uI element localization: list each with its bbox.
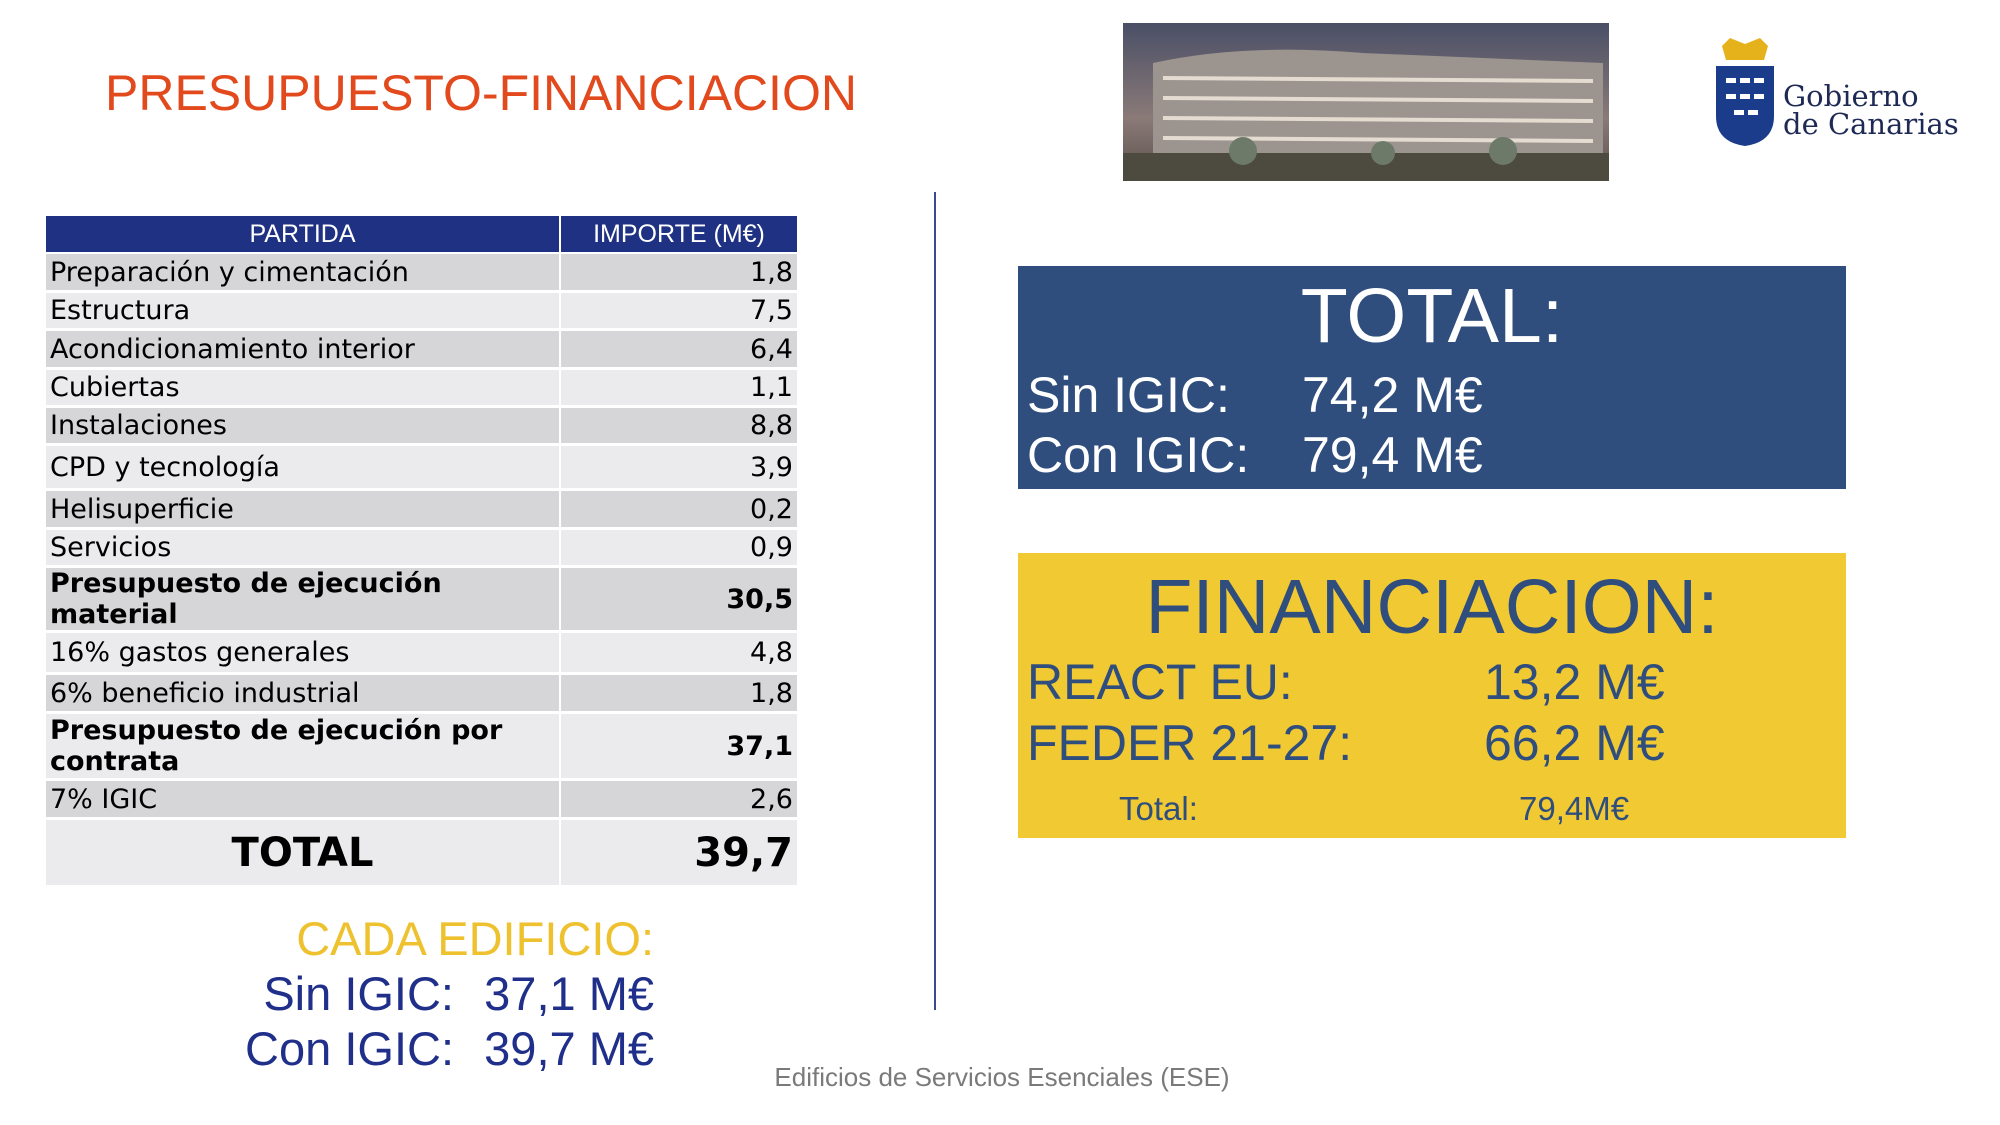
fin-total-label: Total: bbox=[1119, 790, 1198, 827]
total-sin-value: 74,2 M€ bbox=[1302, 367, 1483, 423]
row-label: Cubiertas bbox=[46, 370, 559, 405]
total-con-value: 79,4 M€ bbox=[1302, 427, 1483, 483]
total-con-label: Con IGIC: bbox=[1027, 427, 1250, 483]
row-value: 30,5 bbox=[561, 568, 797, 630]
cada-sin-value: 37,1 M€ bbox=[484, 967, 654, 1020]
row-label: Presupuesto de ejecución material bbox=[46, 568, 559, 630]
header-cell: IMPORTE (M€) bbox=[561, 216, 797, 252]
cada-title: CADA EDIFICIO: bbox=[296, 912, 654, 965]
cada-con-label: Con IGIC: bbox=[245, 1022, 454, 1075]
cada-sin-label: Sin IGIC: bbox=[263, 967, 454, 1020]
row-label: CPD y tecnología bbox=[46, 446, 559, 488]
row-value: 1,8 bbox=[561, 254, 797, 290]
feder-value: 66,2 M€ bbox=[1484, 715, 1665, 771]
cada-con-value: 39,7 M€ bbox=[484, 1022, 654, 1075]
row-value: 4,8 bbox=[561, 633, 797, 672]
row-value: 1,1 bbox=[561, 370, 797, 405]
total-box: TOTAL: Sin IGIC: 74,2 M€ Con IGIC: 79,4 … bbox=[1018, 266, 1846, 489]
fin-total-value: 79,4M€ bbox=[1519, 790, 1630, 827]
row-label: Acondicionamiento interior bbox=[46, 331, 559, 367]
row-value: 39,7 bbox=[561, 820, 797, 885]
row-value: 37,1 bbox=[561, 714, 797, 778]
total-sin-label: Sin IGIC: bbox=[1027, 367, 1230, 423]
react-value: 13,2 M€ bbox=[1484, 654, 1665, 710]
row-label: Presupuesto de ejecución por contrata bbox=[46, 714, 559, 778]
financiacion-title: FINANCIACION: bbox=[1145, 564, 1719, 650]
row-label: 6% beneficio industrial bbox=[46, 675, 559, 711]
row-value: 8,8 bbox=[561, 408, 797, 443]
row-value: 3,9 bbox=[561, 446, 797, 488]
row-label: 7% IGIC bbox=[46, 781, 559, 817]
financiacion-box: FINANCIACION: REACT EU: 13,2 M€ FEDER 21… bbox=[1018, 553, 1846, 838]
row-value: 0,9 bbox=[561, 530, 797, 565]
row-label: 16% gastos generales bbox=[46, 633, 559, 672]
row-value: 6,4 bbox=[561, 331, 797, 367]
building-photo bbox=[1123, 23, 1609, 181]
logo-line1: Gobierno bbox=[1783, 79, 1919, 113]
row-label: Preparación y cimentación bbox=[46, 254, 559, 290]
total-title: TOTAL: bbox=[1300, 273, 1564, 359]
coat-of-arms bbox=[1716, 38, 1774, 146]
divider bbox=[934, 192, 936, 1010]
row-value: 2,6 bbox=[561, 781, 797, 817]
logo-line2: de Canarias bbox=[1783, 107, 1959, 141]
feder-label: FEDER 21-27: bbox=[1027, 715, 1353, 771]
title: PRESUPUESTO-FINANCIACION bbox=[105, 65, 857, 121]
row-label: Estructura bbox=[46, 293, 559, 328]
row-label: TOTAL bbox=[46, 820, 559, 885]
footer: Edificios de Servicios Esenciales (ESE) bbox=[774, 1062, 1230, 1092]
row-value: 7,5 bbox=[561, 293, 797, 328]
row-label: Servicios bbox=[46, 530, 559, 565]
row-value: 0,2 bbox=[561, 491, 797, 527]
row-label: Instalaciones bbox=[46, 408, 559, 443]
row-value: 1,8 bbox=[561, 675, 797, 711]
header-cell: PARTIDA bbox=[46, 216, 559, 252]
react-label: REACT EU: bbox=[1027, 654, 1293, 710]
row-label: Helisuperficie bbox=[46, 491, 559, 527]
